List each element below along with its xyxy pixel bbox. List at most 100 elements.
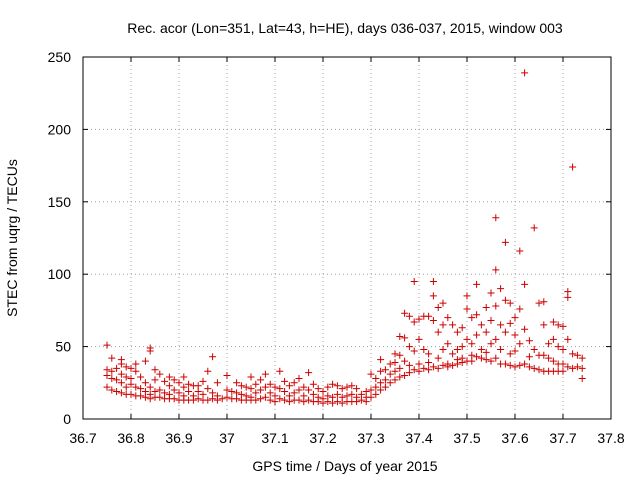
data-point xyxy=(372,390,380,398)
data-point xyxy=(319,399,327,407)
data-point xyxy=(535,299,543,307)
data-point xyxy=(391,367,399,375)
data-point xyxy=(170,376,178,384)
x-tick-label: 37.5 xyxy=(453,430,480,446)
data-point xyxy=(506,319,514,327)
data-point xyxy=(233,379,241,387)
data-point xyxy=(516,361,524,369)
data-point xyxy=(175,389,183,397)
data-point xyxy=(257,395,265,403)
data-point xyxy=(405,312,413,320)
data-point xyxy=(429,292,437,300)
data-point xyxy=(559,322,567,330)
data-point xyxy=(228,387,236,395)
data-point xyxy=(357,396,365,404)
data-point xyxy=(300,383,308,391)
x-tick-label: 36.7 xyxy=(69,430,96,446)
data-point xyxy=(329,399,337,407)
data-point xyxy=(122,363,130,371)
data-point xyxy=(132,367,140,375)
data-point xyxy=(564,293,572,301)
data-point xyxy=(367,370,375,378)
data-point xyxy=(473,280,481,288)
data-point xyxy=(237,382,245,390)
data-point xyxy=(444,314,452,322)
data-point xyxy=(540,351,548,359)
data-point xyxy=(247,385,255,393)
data-point xyxy=(103,372,111,380)
y-tick-label: 250 xyxy=(48,49,72,65)
data-point xyxy=(305,386,313,394)
data-point xyxy=(444,340,452,348)
y-tick-label: 150 xyxy=(48,194,72,210)
data-point xyxy=(324,398,332,406)
data-point xyxy=(194,387,202,395)
data-point xyxy=(564,335,572,343)
data-point xyxy=(141,357,149,365)
data-point xyxy=(564,363,572,371)
data-point xyxy=(401,372,409,380)
data-point xyxy=(223,386,231,394)
data-point xyxy=(218,395,226,403)
data-point xyxy=(554,343,562,351)
x-axis-label: GPS time / Days of year 2015 xyxy=(252,458,437,474)
data-point xyxy=(146,347,154,355)
data-point xyxy=(367,393,375,401)
data-point xyxy=(516,247,524,255)
data-point xyxy=(319,387,327,395)
data-point xyxy=(525,353,533,361)
data-point xyxy=(156,393,164,401)
data-point xyxy=(559,367,567,375)
data-point xyxy=(549,357,557,365)
data-point xyxy=(367,386,375,394)
data-point xyxy=(453,345,461,353)
data-point xyxy=(127,390,135,398)
data-point xyxy=(271,398,279,406)
data-point xyxy=(473,311,481,319)
data-point xyxy=(511,347,519,355)
data-point xyxy=(261,370,269,378)
data-point xyxy=(165,382,173,390)
data-point xyxy=(420,364,428,372)
data-point xyxy=(434,328,442,336)
x-tick-label: 36.8 xyxy=(117,430,144,446)
axis-ticks xyxy=(82,56,612,420)
data-point xyxy=(410,318,418,326)
x-tick-label: 37.4 xyxy=(405,430,432,446)
data-point xyxy=(492,335,500,343)
data-point xyxy=(487,357,495,365)
data-point xyxy=(324,383,332,391)
data-point xyxy=(482,328,490,336)
data-point xyxy=(429,277,437,285)
data-point xyxy=(180,373,188,381)
data-points xyxy=(103,69,586,407)
data-point xyxy=(511,331,519,339)
data-point xyxy=(276,385,284,393)
data-point xyxy=(497,321,505,329)
data-point xyxy=(396,373,404,381)
chart-title: Rec. acor (Lon=351, Lat=43, h=HE), days … xyxy=(127,20,563,36)
data-point xyxy=(257,386,265,394)
data-point xyxy=(276,367,284,375)
y-axis-label: STEC from uqrg / TECUs xyxy=(4,159,20,317)
data-point xyxy=(434,364,442,372)
data-point xyxy=(559,360,567,368)
data-point xyxy=(362,398,370,406)
data-point xyxy=(329,380,337,388)
data-point xyxy=(501,360,509,368)
data-point xyxy=(309,390,317,398)
data-point xyxy=(506,299,514,307)
data-point xyxy=(151,366,159,374)
x-tick-labels: 36.7 36.8 36.9 37 37.1 37.2 37.3 37.4 37.5 37.6 37… xyxy=(69,430,624,446)
data-point xyxy=(108,386,116,394)
data-point xyxy=(453,360,461,368)
data-point xyxy=(401,357,409,365)
data-point xyxy=(194,395,202,403)
data-point xyxy=(511,363,519,371)
data-point xyxy=(103,383,111,391)
data-point xyxy=(141,379,149,387)
data-point xyxy=(516,340,524,348)
data-point xyxy=(117,360,125,368)
data-point xyxy=(540,298,548,306)
data-point xyxy=(559,345,567,353)
